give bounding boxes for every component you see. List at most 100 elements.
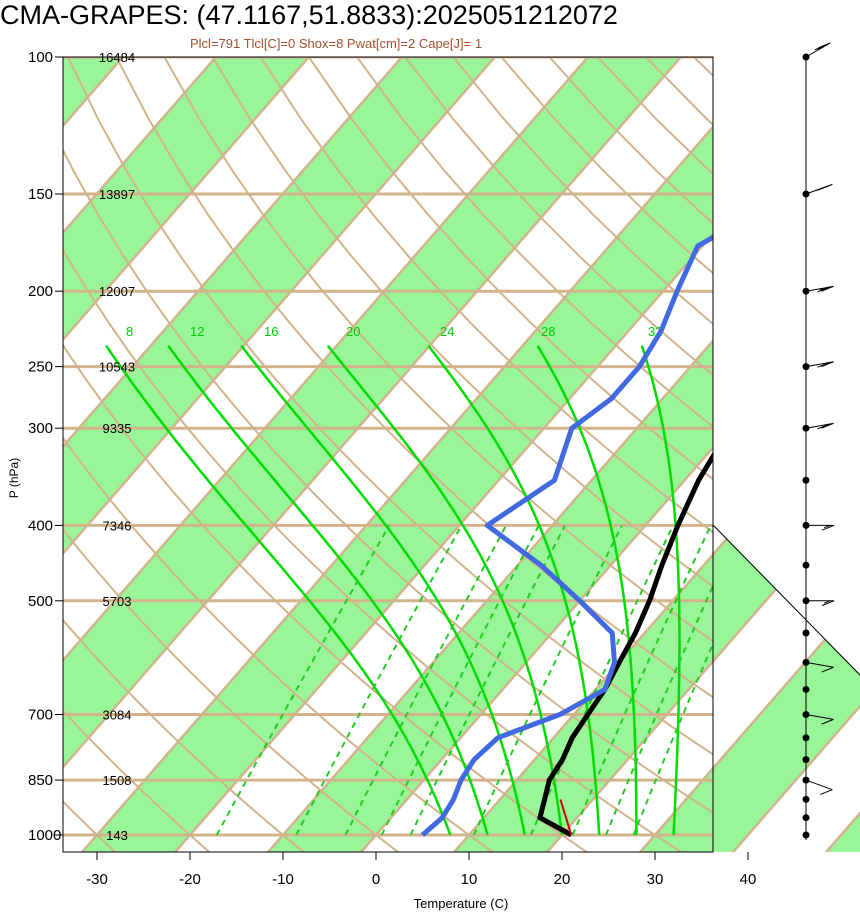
mixing-ratio-line [380,524,540,836]
pressure-tick-label: 850 [28,772,53,789]
wind-barb-feather [821,524,835,531]
pressure-tick-label: 100 [28,49,53,66]
wind-level-dot [802,561,810,569]
height-label: 3084 [103,707,132,722]
wind-level-dot [802,685,810,693]
moist-adiabat [640,345,681,836]
mixing-ratio-line [604,583,713,836]
chart-title: CMA-GRAPES: (47.1167,51.8833):2025051212… [0,0,618,30]
dry-adiabat [211,57,713,588]
pressure-tick-label: 1000 [28,827,61,844]
moist-adiabat [326,344,564,836]
sounding-traces [420,234,713,838]
moist-adiabat-label: 24 [440,324,454,339]
moist-adiabat-label: 20 [346,324,360,339]
wind-barb [806,524,835,531]
temperature-tick-label: -20 [179,871,201,888]
mixing-ratio-line [344,524,507,836]
pressure-tick-label: 250 [28,359,53,376]
wind-barb-feather [823,524,831,529]
temperature-axis: -30 -20 -10 0 10 20 30 40 Temperature (C) [86,852,756,911]
pressure-tick-label: 500 [28,593,53,610]
wind-barb-shaft [805,779,833,791]
isobar-lines [63,57,713,837]
moist-adiabat [167,344,489,836]
height-label: 9335 [103,421,132,436]
wind-level-dot [802,756,810,764]
mixing-ratio-line [632,641,713,836]
height-label: 7346 [103,518,132,533]
pressure-tick-label: 200 [28,283,53,300]
mixing-ratio-line [472,524,623,836]
wind-barb-feather [821,422,834,429]
dry-adiabat [115,57,713,699]
pressure-tick-label: 400 [28,517,53,534]
wind-barb-feather [820,789,833,795]
temperature-tick-label: -30 [86,871,108,888]
moist-adiabat [536,345,638,835]
trace-temperature [537,451,713,838]
wind-barb-feather [821,718,834,725]
isotherm [63,57,748,852]
moist-adiabat-label: 28 [541,324,555,339]
dry-adiabat [63,800,117,852]
wind-level-dot [802,476,810,484]
wind-barb-feather [817,361,830,368]
temperature-band [441,57,860,852]
dry-adiabat [259,57,713,534]
height-label: 13897 [99,187,135,202]
moist-adiabat-label: 8 [126,324,133,339]
moist-adiabat [105,344,452,836]
wind-barb-shaft [805,713,834,720]
dry-adiabat [63,247,683,852]
height-label: 1508 [103,773,132,788]
wind-barb-feather [817,46,824,50]
wind-level-dot [802,629,810,637]
temperature-band [0,0,3,867]
isotherm [719,57,860,852]
moist-adiabat [427,344,601,836]
wind-barb [806,600,835,607]
height-label: 16484 [99,50,135,65]
dry-adiabat [403,57,713,377]
wind-barb-feather [817,423,830,430]
wind-barb-feather [821,666,834,673]
isotherm [63,57,655,852]
height-label: 10543 [99,360,135,375]
wind-barb-feather [819,287,827,291]
temperature-tick-label: 0 [372,871,380,888]
mixing-ratio-line [215,524,391,836]
moist-adiabat [240,344,527,836]
wind-barb [805,42,831,58]
temperature-tick-label: 40 [740,871,757,888]
wind-barb [805,661,834,673]
isotherm [63,57,469,852]
wind-level-dot [802,734,810,742]
wind-barb [805,183,833,195]
plot-border [62,56,714,853]
temperature-tick-label: 20 [554,871,571,888]
wind-barb-feather [818,42,831,49]
chart-subtitle: Plcl=791 Tlcl[C]=0 Shox=8 Pwat[cm]=2 Cap… [190,36,483,51]
wind-barb-feather [823,600,831,604]
isotherm [63,57,283,852]
wind-barb [805,361,834,368]
pressure-tick-label: 700 [28,706,53,723]
temperature-band [63,57,375,852]
pressure-tick-label: 300 [28,420,53,437]
wind-barb-feather [821,285,834,292]
skew-border [712,524,860,676]
moist-adiabat-lines: 8 12 16 20 24 28 32 [105,324,681,836]
mixing-ratio-line [409,524,566,836]
plot-frame [62,56,860,853]
moist-adiabat-label: 12 [190,324,204,339]
dry-adiabat [63,343,589,852]
mixing-ratio-line [571,524,712,836]
temperature-band [63,57,561,852]
isotherm [68,57,841,852]
dry-adiabat [63,527,400,852]
dry-adiabat [63,147,713,814]
height-label: 12007 [99,284,135,299]
temperature-tick-label: 10 [461,871,478,888]
wind-barb-feather [817,286,830,293]
